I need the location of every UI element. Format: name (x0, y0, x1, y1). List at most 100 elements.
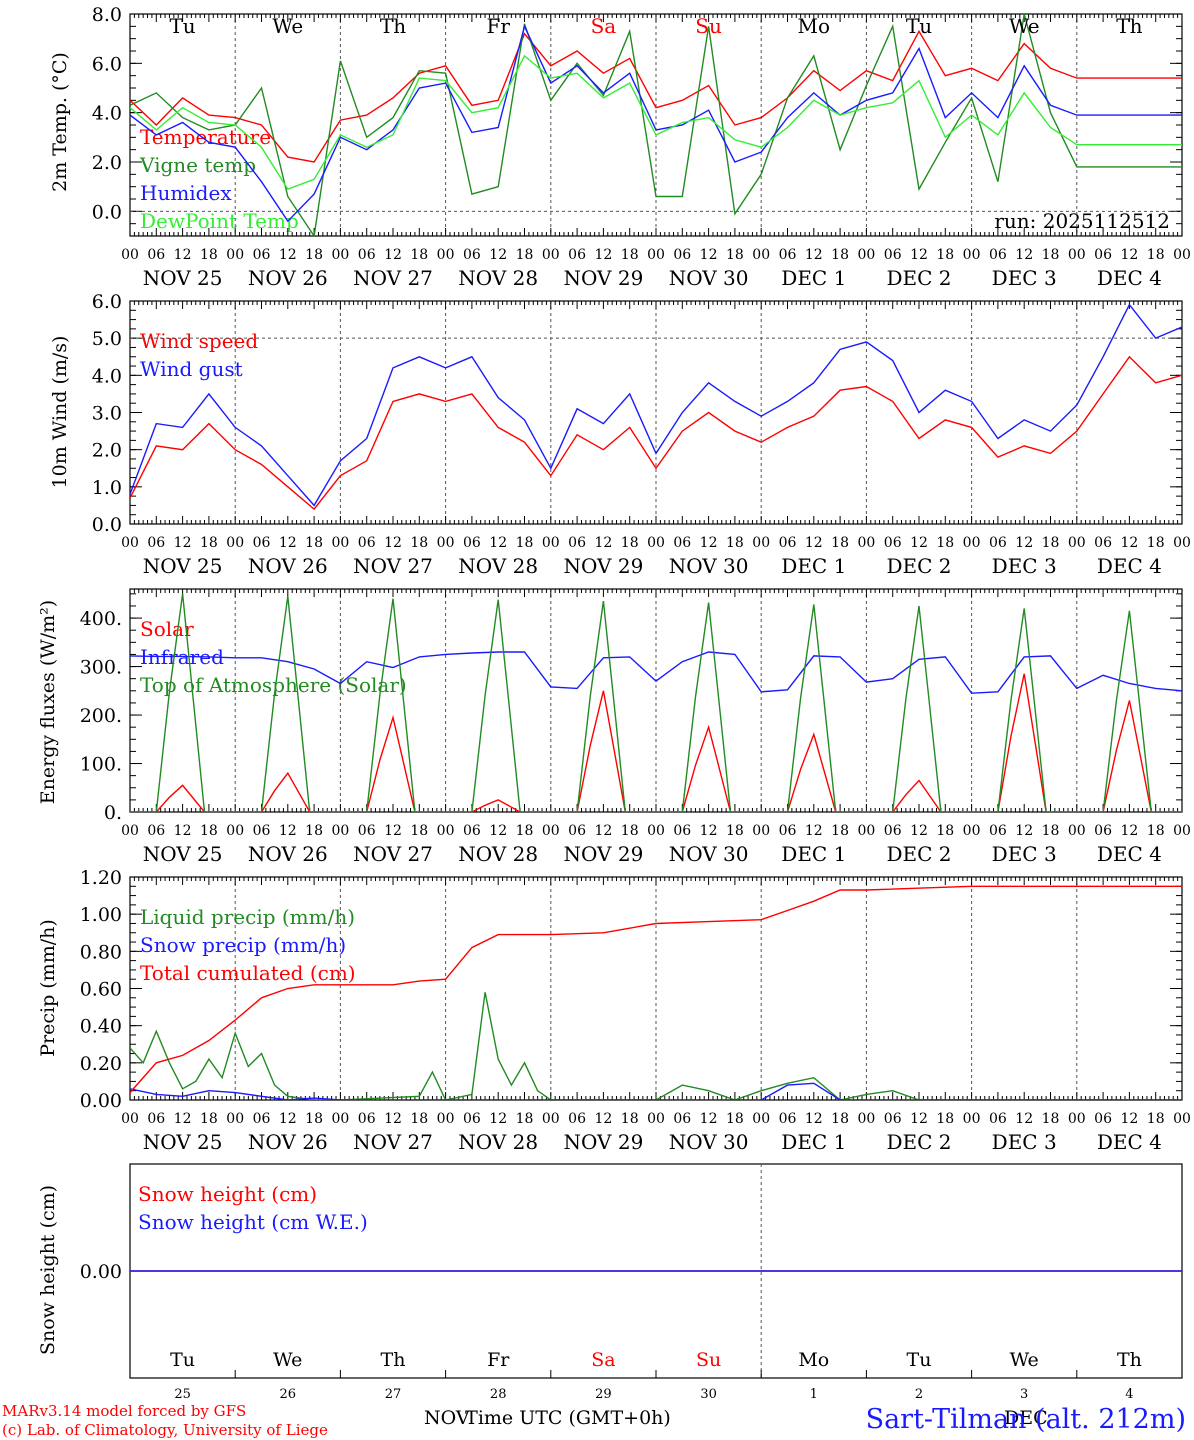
wind-hour-label: 00 (542, 535, 560, 551)
wind-date-label: DEC 3 (992, 554, 1057, 578)
precip-hour-label: 18 (305, 1111, 323, 1127)
flux-hour-label: 18 (726, 823, 744, 839)
flux-date-label: DEC 3 (992, 842, 1057, 866)
flux-ytick-label: 300. (80, 657, 122, 679)
wind-hour-label: 00 (121, 535, 139, 551)
flux-hour-label: 18 (1147, 823, 1165, 839)
precip-hour-label: 18 (1042, 1111, 1060, 1127)
snow-legend-we: Snow height (cm W.E.) (138, 1210, 368, 1234)
weekday-label-bottom: Tu (170, 1349, 195, 1371)
day-number-label: 28 (490, 1387, 507, 1402)
temp-hour-label: 06 (673, 247, 691, 263)
snow-legend-cm: Snow height (cm) (138, 1182, 317, 1206)
precip-hour-label: 00 (542, 1111, 560, 1127)
wind-series-wind-speed (130, 355, 1182, 511)
day-number-label: 2 (915, 1387, 923, 1402)
wind-hour-label: 12 (489, 535, 507, 551)
flux-series-infrared (130, 651, 1182, 694)
temp-hour-label: 12 (594, 247, 612, 263)
weekday-label: We (1009, 14, 1040, 38)
flux-series-solar (130, 673, 1182, 812)
temp-hour-label: 00 (437, 247, 455, 263)
precip-hour-label: 06 (989, 1111, 1007, 1127)
temp-date-label: DEC 4 (1097, 266, 1162, 290)
temp-date-label: NOV 29 (564, 266, 644, 290)
precip-ylabel: Precip (mm/h) (37, 919, 59, 1057)
wind-hour-label: 06 (568, 535, 586, 551)
x-axis-title: Time UTC (GMT+0h) (465, 1407, 671, 1429)
wind-hour-label: 18 (410, 535, 428, 551)
wind-hour-label: 06 (463, 535, 481, 551)
flux-date-label: DEC 2 (886, 842, 951, 866)
precip-hour-label: 06 (673, 1111, 691, 1127)
temp-date-label: NOV 26 (248, 266, 328, 290)
wind-hour-label: 06 (358, 535, 376, 551)
precip-date-label: NOV 25 (143, 1130, 223, 1154)
temp-date-label: NOV 25 (143, 266, 223, 290)
wind-ytick-label: 5.0 (92, 328, 122, 350)
flux-hour-label: 12 (384, 823, 402, 839)
energy-flux-panel: Solar Infrared Top of Atmosphere (Solar)… (37, 588, 1191, 866)
flux-hour-label: 12 (174, 823, 192, 839)
wind-hour-label: 18 (1147, 535, 1165, 551)
flux-hour-label: 12 (1015, 823, 1033, 839)
weekday-label-bottom: We (1010, 1349, 1039, 1371)
precip-hour-label: 12 (910, 1111, 928, 1127)
wind-date-label: DEC 4 (1097, 554, 1162, 578)
nov-label: NOV (424, 1407, 470, 1429)
wind-date-label: NOV 25 (143, 554, 223, 578)
flux-hour-label: 00 (121, 823, 139, 839)
temperature-panel: Temperature Vigne temp Humidex DewPoint … (49, 4, 1191, 290)
flux-hour-label: 18 (305, 823, 323, 839)
wind-ytick-label: 1.0 (92, 477, 122, 499)
temp-hour-label: 06 (358, 247, 376, 263)
temp-hour-label: 12 (805, 247, 823, 263)
precip-hour-label: 18 (726, 1111, 744, 1127)
wind-ytick-label: 4.0 (92, 365, 122, 387)
day-number-label: 25 (174, 1387, 191, 1402)
day-number-label: 4 (1125, 1387, 1133, 1402)
precip-hour-label: 18 (621, 1111, 639, 1127)
precip-ytick-label: 1.00 (80, 904, 122, 926)
precip-date-label: DEC 1 (781, 1130, 846, 1154)
wind-hour-label: 12 (700, 535, 718, 551)
precip-ytick-label: 1.20 (80, 867, 122, 889)
wind-hour-label: 18 (831, 535, 849, 551)
wind-hour-label: 00 (331, 535, 349, 551)
temperature-legend-dewpoint: DewPoint Temp (140, 209, 299, 233)
wind-hour-label: 18 (726, 535, 744, 551)
flux-ylabel: Energy fluxes (W/m²) (37, 600, 59, 804)
temp-hour-label: 00 (1068, 247, 1086, 263)
flux-hour-label: 12 (1120, 823, 1138, 839)
precip-hour-label: 00 (1068, 1111, 1086, 1127)
weekday-label-bottom: Sa (591, 1349, 615, 1371)
flux-date-label: NOV 25 (143, 842, 223, 866)
precip-hour-label: 12 (384, 1111, 402, 1127)
wind-hour-label: 12 (1120, 535, 1138, 551)
weekday-label: Mo (798, 14, 831, 38)
wind-date-label: NOV 27 (353, 554, 433, 578)
temp-ytick-label: 2.0 (92, 152, 122, 174)
flux-hour-label: 18 (1042, 823, 1060, 839)
precip-ytick-label: 0.80 (80, 941, 122, 963)
precip-hour-label: 18 (200, 1111, 218, 1127)
precip-legend-liquid: Liquid precip (mm/h) (140, 905, 355, 929)
temp-date-label: NOV 28 (458, 266, 538, 290)
temp-date-label: DEC 3 (992, 266, 1057, 290)
temp-hour-label: 18 (200, 247, 218, 263)
wind-date-label: NOV 29 (564, 554, 644, 578)
temp-hour-label: 00 (1173, 247, 1191, 263)
snow-ytick-label: 0.00 (80, 1261, 122, 1283)
weekday-label: Su (695, 14, 722, 38)
precip-date-label: DEC 3 (992, 1130, 1057, 1154)
precip-panel: Liquid precip (mm/h) Snow precip (mm/h) … (37, 867, 1191, 1154)
temp-hour-label: 00 (857, 247, 875, 263)
precip-date-label: DEC 4 (1097, 1130, 1162, 1154)
precip-hour-label: 12 (489, 1111, 507, 1127)
temperature-legend-humidex: Humidex (140, 181, 232, 205)
temp-hour-label: 00 (963, 247, 981, 263)
flux-date-label: NOV 27 (353, 842, 433, 866)
temp-date-label: DEC 1 (781, 266, 846, 290)
wind-hour-label: 06 (253, 535, 271, 551)
flux-hour-label: 12 (700, 823, 718, 839)
